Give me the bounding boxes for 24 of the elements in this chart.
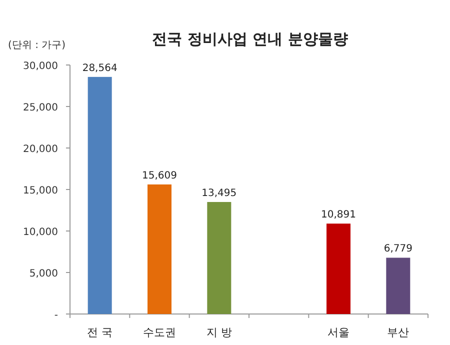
bar	[326, 224, 350, 314]
bar	[207, 202, 232, 314]
bar	[88, 76, 112, 314]
text: (단위 : 가구)	[8, 40, 66, 51]
x-tick-label: 서울	[328, 326, 350, 339]
y-tick-label: 15,000	[23, 186, 58, 196]
data-label: 13,495	[202, 188, 237, 199]
x-tick-label: 부산	[387, 326, 410, 339]
chart-title: 전국 정비사업 연내 분양물량	[152, 30, 348, 48]
y-tick-label: 25,000	[23, 102, 58, 114]
bar	[148, 184, 172, 314]
data-label: 15,609	[142, 170, 177, 182]
y-tick-label: -	[54, 310, 58, 321]
data-label: 28,564	[82, 62, 118, 74]
data-label: 6,779	[384, 244, 412, 255]
x-tick-label: 수도권	[143, 326, 176, 339]
y-tick-label: 30,000	[23, 61, 58, 72]
y-tick-label: 10,000	[23, 227, 58, 238]
y-tick-label: 5,000	[29, 268, 58, 280]
x-tick-label: 전 국	[87, 326, 113, 339]
x-tick-label: 지 방	[206, 326, 232, 339]
bar	[386, 258, 410, 314]
data-label: 10,891	[321, 210, 356, 221]
y-tick-label: 20,000	[23, 144, 58, 155]
